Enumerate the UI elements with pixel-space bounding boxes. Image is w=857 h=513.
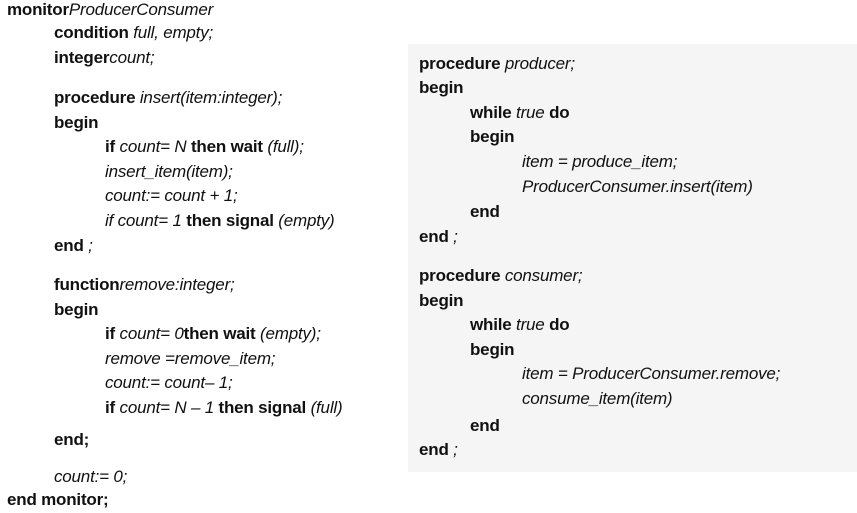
keyword: integer — [54, 48, 110, 67]
identifier: full, empty; — [133, 23, 214, 42]
code-line: condition full, empty; — [54, 23, 213, 43]
keyword: do — [544, 315, 570, 334]
keyword: procedure — [419, 266, 505, 285]
keyword: then signal — [181, 211, 279, 230]
identifier: insert(item:integer); — [139, 88, 283, 107]
identifier: (empty); — [260, 324, 321, 343]
code-line: count:= 0; — [54, 467, 128, 486]
identifier: count= N — [119, 137, 187, 156]
identifier: consumer; — [504, 266, 583, 285]
identifier: if count= 1 — [105, 211, 182, 230]
identifier: count; — [109, 48, 155, 67]
code-line: begin — [54, 113, 99, 132]
keyword: then wait — [186, 137, 268, 156]
code-line: ProducerConsumer.insert(item) — [522, 177, 753, 196]
keyword: then signal — [214, 398, 311, 417]
identifier: ProducerConsumer — [68, 0, 214, 19]
identifier: count= N – 1 — [119, 398, 215, 417]
keyword: procedure — [54, 88, 140, 107]
keyword: monitor — [7, 0, 69, 19]
keyword: condition — [54, 23, 134, 42]
code-line: if count= N then wait (full); — [105, 137, 304, 157]
keyword: if — [105, 398, 120, 417]
code-line: end ; — [419, 227, 458, 247]
code-line: while true do — [470, 315, 570, 335]
code-line: remove =remove_item; — [105, 349, 276, 368]
code-line: consume_item(item) — [522, 389, 673, 408]
punctuation: ; — [448, 440, 458, 459]
identifier: remove:integer; — [119, 275, 235, 294]
punctuation: ; — [83, 236, 93, 255]
code-line: procedure producer; — [419, 54, 575, 74]
code-line: item = produce_item; — [522, 152, 678, 171]
code-line: end ; — [419, 440, 458, 460]
punctuation: ; — [448, 227, 458, 246]
code-line: if count= 1 then signal (empty) — [105, 211, 335, 231]
code-line: begin — [54, 300, 99, 319]
keyword: do — [544, 103, 570, 122]
keyword: if — [105, 324, 120, 343]
keyword: end — [54, 236, 84, 255]
code-line: item = ProducerConsumer.remove; — [522, 364, 781, 383]
identifier: true — [516, 103, 545, 122]
identifier: producer; — [504, 54, 575, 73]
code-line: integercount; — [54, 48, 155, 68]
code-line: begin — [419, 291, 464, 310]
code-line: monitorProducerConsumer — [7, 0, 213, 20]
identifier: count= 0 — [119, 324, 184, 343]
code-line: end monitor; — [7, 490, 109, 509]
code-line: count:= count + 1; — [105, 186, 238, 205]
code-line: procedure consumer; — [419, 266, 583, 286]
code-line: begin — [470, 340, 515, 359]
keyword: while — [470, 103, 517, 122]
right-code-panel — [408, 44, 857, 472]
code-line: insert_item(item); — [105, 162, 233, 181]
code-line: if count= 0then wait (empty); — [105, 324, 321, 344]
keyword: function — [54, 275, 120, 294]
keyword: end — [419, 227, 449, 246]
keyword: then wait — [183, 324, 261, 343]
identifier: (full); — [267, 137, 304, 156]
code-line: end — [470, 202, 500, 221]
code-line: end; — [54, 430, 90, 449]
code-line: begin — [470, 127, 515, 146]
keyword: procedure — [419, 54, 505, 73]
code-line: functionremove:integer; — [54, 275, 235, 295]
code-line: end ; — [54, 236, 93, 256]
identifier: (empty) — [278, 211, 335, 230]
keyword: end — [419, 440, 449, 459]
code-line: procedure insert(item:integer); — [54, 88, 282, 108]
code-line: end — [470, 416, 500, 435]
code-line: begin — [419, 78, 464, 97]
keyword: while — [470, 315, 517, 334]
code-line: while true do — [470, 103, 570, 123]
identifier: (full) — [310, 398, 343, 417]
code-line: count:= count– 1; — [105, 373, 233, 392]
code-line: if count= N – 1 then signal (full) — [105, 398, 343, 418]
identifier: true — [516, 315, 545, 334]
keyword: if — [105, 137, 120, 156]
